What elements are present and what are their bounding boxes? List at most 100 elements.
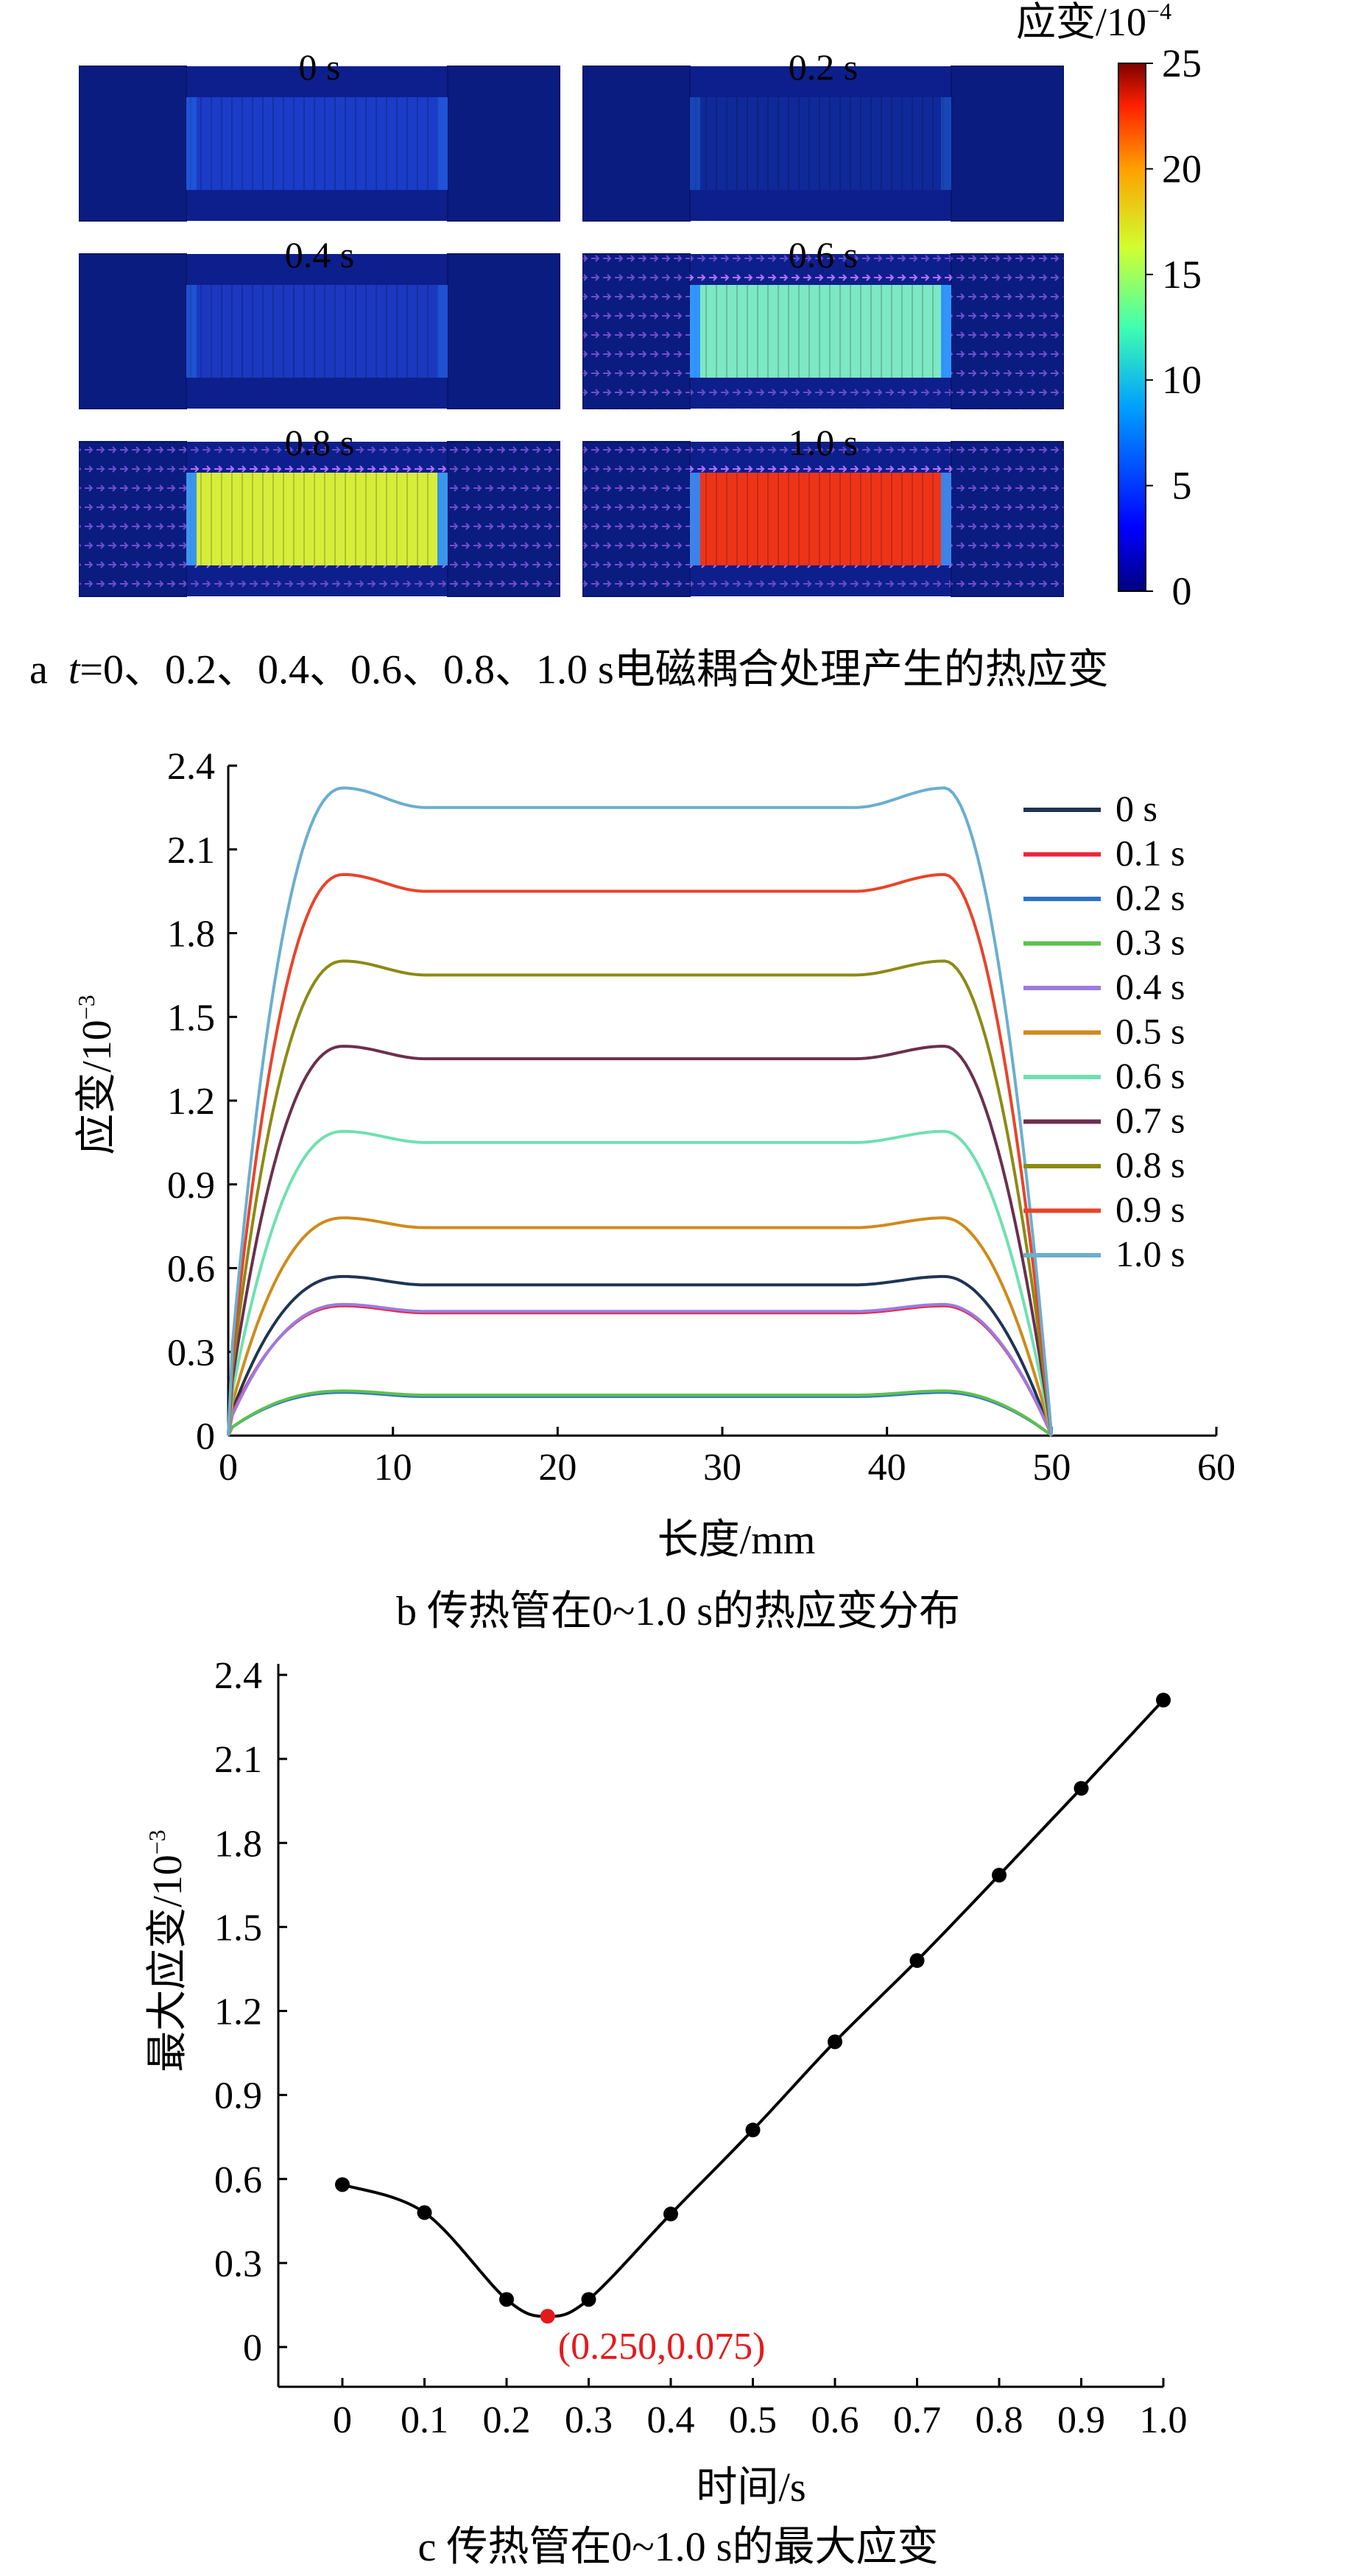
tube-texture xyxy=(690,473,951,565)
panel-c-y-tick-label: 0 xyxy=(243,2327,262,2369)
panel-b-legend-label: 0.9 s xyxy=(1115,1189,1185,1230)
panel-c-x-tick-label: 0 xyxy=(333,2399,352,2441)
panel-c-y-tick-label: 0.6 xyxy=(214,2159,262,2201)
tube-edge-left xyxy=(186,473,197,565)
tube-texture xyxy=(186,97,448,190)
colorbar: 应变/10−4 0 5 10 15 20 25 xyxy=(1016,0,1202,613)
tube-texture xyxy=(690,97,951,190)
tube-edge-right xyxy=(437,97,448,190)
panel-c-x-tick-label: 0.4 xyxy=(647,2399,695,2441)
panel-c-x-tick-label: 0.6 xyxy=(811,2399,859,2441)
strain-snapshot: 0.8 s xyxy=(79,422,560,597)
panel-b-series-line xyxy=(227,1304,1054,1436)
panel-c-max-strain: 0 0.1 0.2 0.3 0.4 0.5 0.6 0.7 0.8 0.9 1.0 0 0.3 0.6 0.… xyxy=(144,1655,1188,2510)
panel-b-legend-label: 0.3 s xyxy=(1115,922,1185,963)
panel-c-y-axis-label: 最大应变/10−3 xyxy=(144,1829,191,2072)
panel-b-legend-label: 0.5 s xyxy=(1115,1011,1185,1052)
tube-edge-left xyxy=(690,97,700,190)
panel-b-series-line xyxy=(227,959,1054,1436)
colorbar-tick-label: 25 xyxy=(1162,41,1202,85)
strain-snapshot: 0 s xyxy=(79,46,560,222)
panel-c-x-axis-label: 时间/s xyxy=(696,2465,806,2510)
top-arrows xyxy=(690,462,951,473)
tube-texture xyxy=(186,473,448,565)
tube-texture xyxy=(186,285,448,378)
tube-edge-right xyxy=(941,285,951,378)
panel-c-data-point xyxy=(1156,1693,1171,1708)
panel-b-series-line xyxy=(227,1302,1054,1436)
left-end-block xyxy=(582,66,691,222)
panel-b-x-tick-label: 0 xyxy=(219,1447,238,1489)
panel-c-data-point xyxy=(335,2177,350,2192)
panel-b-legend-label: 0.8 s xyxy=(1115,1144,1185,1185)
panel-b-x-tick-label: 10 xyxy=(374,1447,412,1489)
right-arrows xyxy=(951,442,1063,596)
panel-b-strain-distribution: 0 10 20 30 40 50 60 0 0.3 0.6 0.9 1.2 1.5 1.8 2.1 2.4 长… xyxy=(73,746,1236,1563)
panel-c-minimum-label: (0.250,0.075) xyxy=(558,2326,766,2368)
panel-c-y-tick-label: 0.3 xyxy=(214,2243,262,2285)
panel-b-x-axis-label: 长度/mm xyxy=(658,1517,816,1563)
panel-b-series-line xyxy=(227,1391,1053,1437)
panel-c-x-tick-label: 1.0 xyxy=(1140,2399,1188,2441)
panel-c-x-tick-label: 0.1 xyxy=(401,2399,448,2441)
left-arrows xyxy=(583,254,690,409)
panel-b-x-tick-label: 20 xyxy=(538,1447,577,1489)
right-arrows xyxy=(448,442,560,596)
strain-snapshot: 0.6 s xyxy=(582,234,1064,409)
panel-c-data-point xyxy=(909,1953,925,1969)
colorbar-ticks: 0 5 10 15 20 25 xyxy=(1146,41,1202,613)
bottom-arrows xyxy=(690,565,951,576)
colorbar-title: 应变/10−4 xyxy=(1016,0,1171,44)
panel-b-plot-area: 0 10 20 30 40 50 60 0 0.3 0.6 0.9 1.2 1.5 1.8 2.1 2.4 xyxy=(167,746,1236,1489)
panel-c-data-point xyxy=(663,2206,678,2222)
panel-c-data-point xyxy=(499,2292,514,2307)
panel-c-x-tick-label: 0.7 xyxy=(893,2399,941,2441)
tube-edge-left xyxy=(690,285,700,378)
tube-edge-left xyxy=(690,473,700,565)
right-end-block xyxy=(447,66,560,222)
panel-b-y-tick-label: 1.5 xyxy=(167,997,215,1039)
panel-c-y-tick-label: 2.4 xyxy=(214,1655,262,1697)
snapshot-time-label: 0.4 s xyxy=(285,234,354,275)
tube-edge-right xyxy=(437,473,448,565)
strain-snapshot: 0.4 s xyxy=(79,234,560,409)
tube-edge-left xyxy=(186,285,197,378)
panel-b-y-tick-label: 0.9 xyxy=(167,1165,215,1207)
bottom-arrows xyxy=(690,378,951,388)
panel-c-data-point xyxy=(1074,1781,1089,1796)
colorbar-tick-label: 5 xyxy=(1172,464,1192,508)
snapshot-time-label: 0.6 s xyxy=(789,234,858,275)
panel-b-y-tick-label: 0.3 xyxy=(167,1332,215,1374)
panel-c-y-tick-label: 1.5 xyxy=(214,1907,262,1949)
panel-b-series-line xyxy=(227,1389,1053,1437)
panel-b-legend-label: 0.1 s xyxy=(1115,833,1185,874)
right-end-block xyxy=(447,253,560,409)
panel-c-y-tick-label: 1.8 xyxy=(214,1823,262,1865)
colorbar-tick-label: 20 xyxy=(1162,147,1202,191)
tube-texture xyxy=(690,285,951,378)
strain-snapshot: 0.2 s xyxy=(582,46,1064,222)
panel-c-x-tick-label: 0.9 xyxy=(1057,2399,1105,2441)
panel-c-x-tick-label: 0.5 xyxy=(729,2399,777,2441)
panel-c-data-point xyxy=(745,2122,761,2138)
panel-b-legend-label: 0.6 s xyxy=(1115,1055,1185,1096)
panel-c-x-tick-label: 0.2 xyxy=(483,2399,531,2441)
panel-b-legend-label: 1.0 s xyxy=(1115,1233,1185,1274)
bottom-arrows xyxy=(186,565,448,576)
tube-edge-right xyxy=(941,97,951,190)
colorbar-tick-label: 10 xyxy=(1162,358,1202,402)
panel-b-series-line xyxy=(227,1216,1054,1436)
panel-c-y-tick-label: 2.1 xyxy=(214,1739,262,1781)
strain-snapshot: 1.0 s xyxy=(582,422,1064,597)
panel-b-series-line xyxy=(227,1274,1054,1436)
panel-b-legend-label: 0.7 s xyxy=(1115,1100,1185,1141)
panel-b-caption: b 传热管在0~1.0 s的热应变分布 xyxy=(396,1589,960,1634)
panel-b-series-line xyxy=(227,872,1054,1436)
snapshot-time-label: 0.2 s xyxy=(789,46,858,88)
panel-c-y-tick-label: 1.2 xyxy=(214,1991,262,2033)
tube-edge-right xyxy=(941,473,951,565)
panel-c-x-tick-label: 0.8 xyxy=(976,2399,1023,2441)
panel-c-minimum-point xyxy=(540,2309,555,2324)
panel-c-y-tick-label: 0.9 xyxy=(214,2075,262,2117)
